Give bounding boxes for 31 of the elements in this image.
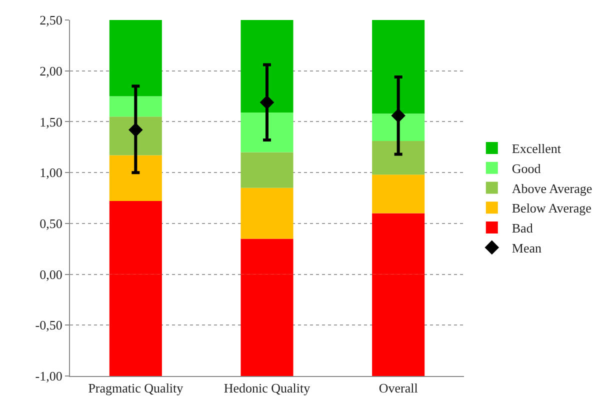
y-tick-label: 2,50 — [40, 12, 62, 28]
y-tick-label: -0,50 — [35, 318, 62, 333]
legend-label: Bad — [512, 220, 534, 236]
bar — [240, 20, 294, 113]
bar — [109, 20, 162, 96]
y-tick-label: 0,00 — [40, 266, 62, 282]
bar — [240, 188, 294, 239]
bar — [372, 20, 425, 114]
bar — [240, 112, 294, 152]
y-tick-label: 1,50 — [40, 114, 62, 130]
legend-label: Above Average — [512, 180, 592, 196]
bar — [109, 155, 162, 202]
x-tick-label: Pragmatic Quality — [88, 380, 184, 396]
legend-label: Excellent — [512, 141, 562, 156]
point — [260, 95, 274, 110]
x-tick-label: Overall — [378, 380, 418, 396]
y-tick-label: 2,00 — [40, 63, 62, 78]
y-tick-label: 0,50 — [40, 216, 62, 231]
bar — [372, 114, 425, 142]
legend-label: Mean — [512, 240, 542, 256]
legend-label: Good — [512, 160, 542, 176]
y-tick-label: 1,00 — [40, 165, 62, 180]
bar — [109, 96, 162, 117]
point — [391, 108, 406, 123]
bar — [240, 152, 294, 188]
x-tick-label: Hedonic Quality — [224, 380, 311, 396]
legend-label: Below Average — [512, 200, 592, 216]
y-tick-label: -1,00 — [35, 368, 62, 384]
bar — [372, 174, 425, 214]
bar — [372, 141, 425, 175]
bar — [109, 116, 162, 156]
